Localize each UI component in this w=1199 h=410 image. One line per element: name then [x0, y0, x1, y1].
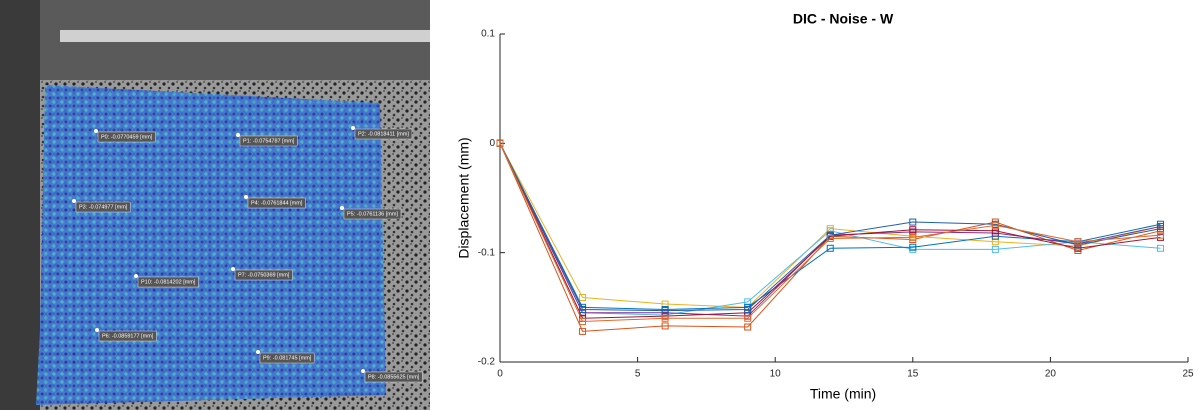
photo: [0, 0, 430, 410]
data-point: [1156, 225, 1164, 233]
plot-area: [500, 34, 1188, 362]
data-point: [991, 245, 999, 253]
series-line: [499, 143, 1161, 323]
x-tick-label: 15: [907, 369, 919, 380]
beam: [60, 30, 430, 42]
y-tick-label: 0: [489, 138, 495, 149]
point-marker: [244, 195, 248, 199]
point-marker: [340, 206, 344, 210]
y-tick-label: -0.1: [478, 247, 496, 258]
point-marker: [72, 199, 76, 203]
x-axis-label: Time (min): [810, 386, 876, 402]
point-marker: [351, 126, 355, 130]
label-box: [97, 131, 156, 143]
data-point: [1156, 244, 1164, 252]
point-label: P9: -0.081745 [mm]: [263, 355, 312, 361]
point-label: P5: -0.0761136 [mm]: [347, 211, 398, 217]
label-box: [247, 197, 306, 209]
x-tick-label: 5: [635, 369, 641, 380]
data-point: [744, 298, 752, 306]
chart: DIC - Noise - W Time (min) Displacement …: [456, 11, 1194, 402]
data-point: [661, 314, 669, 322]
point-label: P10: -0.0814202 [mm]: [141, 279, 196, 285]
frame: [0, 0, 40, 410]
point-label: P0: -0.0770459 [mm]: [101, 134, 153, 140]
data-point: [661, 307, 669, 315]
data-point: [744, 306, 752, 314]
data-point: [661, 300, 669, 308]
label-box: [137, 276, 199, 288]
label-box: [354, 128, 413, 140]
data-point: [909, 218, 917, 226]
data-point: [661, 322, 669, 330]
label-box: [98, 330, 157, 342]
chart-title: DIC - Noise - W: [793, 11, 894, 27]
data-point: [826, 244, 834, 252]
point-label: P7: -0.0750369 [mm]: [238, 272, 290, 278]
point-label: P3: -0.074977 [mm]: [79, 204, 128, 210]
point-marker: [94, 129, 98, 133]
data-point: [1074, 238, 1082, 246]
data-point: [1156, 231, 1164, 239]
point-marker: [361, 369, 365, 373]
data-point: [991, 227, 999, 235]
data-point: [579, 293, 587, 301]
data-point: [579, 327, 587, 335]
y-tick-label: 0.1: [481, 29, 495, 40]
point-label: P8: -0.0855625 [mm]: [368, 374, 420, 380]
point-marker: [134, 274, 138, 278]
data-point: [744, 314, 752, 322]
point-marker: [256, 350, 260, 354]
data-point: [909, 233, 917, 241]
point-marker: [236, 133, 240, 137]
series-line: [499, 143, 1161, 316]
point-marker: [95, 328, 99, 332]
dic-overlay: [36, 85, 386, 405]
point-label: P4: -0.0761844 [mm]: [251, 200, 303, 206]
x-tick-label: 25: [1182, 369, 1194, 380]
data-point: [826, 227, 834, 235]
label-box: [343, 208, 402, 220]
data-point: [991, 221, 999, 229]
label-box: [234, 269, 293, 281]
data-point: [909, 226, 917, 234]
point-label: P1: -0.0754787 [mm]: [243, 138, 295, 144]
point-label: P6: -0.0859177 [mm]: [102, 333, 154, 339]
x-tick-label: 10: [770, 369, 782, 380]
y-axis-label: Displacement (mm): [456, 137, 472, 258]
data-point: [496, 139, 504, 147]
label-box: [75, 201, 131, 213]
point-marker: [231, 267, 235, 271]
data-point: [744, 323, 752, 331]
data-point: [579, 306, 587, 314]
data-point: [991, 238, 999, 246]
x-tick-label: 20: [1045, 369, 1057, 380]
label-box: [259, 352, 315, 364]
point-label: P2: -0.0818411 [mm]: [358, 131, 409, 137]
y-tick-label: -0.2: [478, 357, 496, 368]
data-point: [826, 234, 834, 242]
data-point: [579, 318, 587, 326]
point-labels: P0: -0.0770459 [mm] P1: -0.0754787 [mm] P2…: [72, 126, 423, 383]
series-line: [499, 143, 1161, 319]
label-box: [239, 135, 298, 147]
label-box: [364, 371, 423, 383]
x-tick-label: 0: [497, 369, 503, 380]
data-point: [909, 243, 917, 251]
